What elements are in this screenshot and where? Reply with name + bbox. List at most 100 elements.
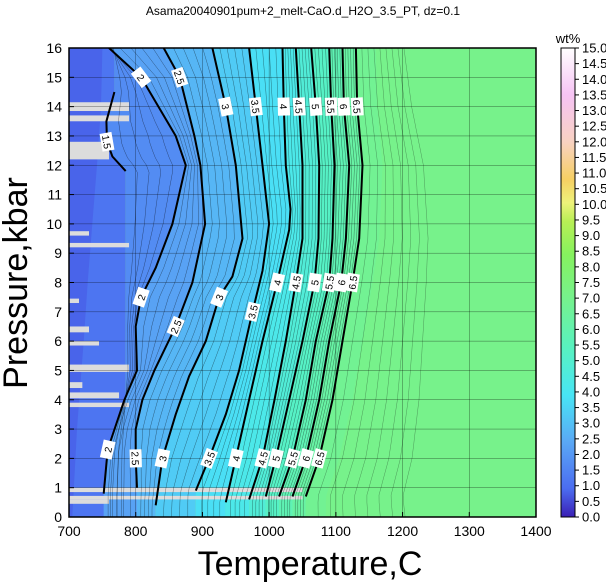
y-tick-label: 10	[46, 216, 62, 232]
contour-label-text: 3.5	[247, 304, 261, 320]
contour-label: 2	[132, 286, 150, 308]
contour-label-text: 3	[214, 293, 226, 303]
contour-label-text: 6	[337, 104, 348, 111]
y-tick-label: 12	[46, 157, 62, 173]
contour-label-text: 3	[158, 454, 170, 462]
contour-label: 6.5	[350, 97, 364, 116]
colorbar-tick-label: 5.5	[582, 338, 600, 353]
colorbar-tick-label: 3.0	[582, 416, 600, 431]
colorbar-tick-label: 15.0	[582, 41, 606, 56]
contour-label-text: 4	[273, 278, 285, 286]
contour-line	[102, 48, 187, 494]
contour-label-bg	[200, 447, 218, 469]
blank-streak	[69, 141, 110, 160]
contour-line	[194, 48, 271, 491]
contour-labels: 1.52222.52.52.53333.53.53.54444.54.54.55…	[99, 66, 364, 469]
y-tick-label: 9	[54, 245, 62, 261]
contour-label-bg	[154, 448, 171, 469]
contour-label-text: 2	[136, 293, 148, 302]
contour-label-bg	[345, 272, 360, 293]
axis-ticks: 700 800 900 1000 1100 1200 1300 140001234567891…	[46, 40, 551, 539]
colorbar-tick-label: 9.0	[582, 228, 600, 243]
colorbar-tick-label: 1.5	[582, 463, 600, 478]
y-tick-label: 5	[54, 362, 62, 378]
contour-label-bg	[129, 449, 142, 468]
y-tick-label: 1	[54, 480, 62, 496]
contour-label-bg	[284, 448, 301, 469]
contour-label: 2	[99, 439, 116, 460]
contour-label-text: 4.5	[291, 275, 304, 291]
contour-label: 5	[307, 272, 322, 293]
contour-label-bg	[132, 286, 150, 308]
colorbar-tick-label: 10.0	[582, 197, 606, 212]
contour-line	[134, 48, 207, 488]
contour-label: 4	[227, 448, 244, 469]
colorbar-tick-label: 9.5	[582, 212, 600, 227]
contour-label-bg	[244, 301, 261, 322]
contour-label: 2.5	[129, 449, 142, 468]
contour-label-text: 6	[337, 279, 349, 287]
contour-label-text: 1.5	[99, 134, 112, 150]
colorbar-tick-label: 12.5	[582, 119, 606, 134]
contour-label-text: 4	[277, 104, 288, 110]
y-tick-label: 13	[46, 128, 62, 144]
contour-label: 6.5	[345, 272, 361, 293]
x-tick-label: 900	[191, 523, 215, 539]
y-tick-label: 0	[54, 509, 62, 525]
blank-streak	[69, 487, 303, 493]
contour-label-text: 5.5	[324, 275, 337, 291]
contour-label-bg	[321, 272, 337, 293]
contour-label: 6	[337, 97, 351, 116]
blank-streak	[69, 341, 100, 346]
blank-streak	[69, 364, 130, 372]
contour-label: 6.5	[311, 448, 328, 469]
contour-label-bg	[277, 97, 291, 116]
contour-label-bg	[248, 96, 263, 117]
contour-label-text: 3	[218, 103, 230, 111]
y-tick-label: 11	[47, 187, 62, 203]
colorbar-tick-label: 13.5	[582, 87, 606, 102]
contour-label-bg	[333, 272, 349, 293]
y-tick-label: 6	[54, 333, 62, 349]
contour-label-text: 5	[271, 454, 283, 462]
contour-label-bg	[309, 97, 323, 116]
contour-label: 4.5	[288, 272, 304, 293]
contour-label-bg	[254, 448, 271, 469]
contour-label-bg	[324, 97, 338, 116]
contour-label-bg	[350, 97, 364, 116]
contour-label-text: 4.5	[292, 99, 304, 114]
colorbar-tick-label: 1.0	[582, 478, 600, 493]
contour-label-text: 2.5	[169, 318, 185, 336]
contour-label-text: 6.5	[350, 99, 362, 114]
plot-area: 1.52222.52.52.53333.53.53.54444.54.54.55…	[69, 48, 536, 517]
colorbar-tick-label: 2.5	[582, 431, 600, 446]
contour-label: 2	[130, 66, 152, 89]
colorbar-ticks: 0.00.51.01.52.02.53.03.54.04.55.05.56.06…	[575, 41, 606, 525]
contour-label: 4.5	[254, 448, 271, 469]
contour-label-text: 6	[301, 454, 313, 463]
contour-label-bg	[269, 272, 286, 293]
contour-line	[224, 48, 292, 503]
contour-label: 6	[333, 272, 349, 293]
colorbar-tick-label: 14.5	[582, 56, 606, 71]
contour-label: 2.5	[166, 315, 185, 338]
colorbar-tick-label: 10.5	[582, 181, 606, 196]
contour-label: 5.5	[321, 272, 337, 293]
contour-label: 3.5	[248, 96, 263, 117]
contour-label-text: 5.5	[287, 450, 301, 467]
blank-streak	[69, 115, 130, 122]
contour-label-text: 2.5	[171, 69, 186, 86]
contour-label-text: 2	[134, 73, 146, 84]
colorbar-tick-label: 11.0	[582, 166, 606, 181]
contour-label-bg	[171, 66, 189, 88]
contour-label-bg	[267, 448, 284, 469]
x-tick-label: 1100	[321, 523, 351, 539]
contour-label-bg	[292, 97, 306, 116]
contour-label: 3.5	[200, 447, 218, 469]
blank-streak	[69, 231, 90, 236]
y-axis-label: Pressure,kbar	[0, 177, 35, 389]
contour-label: 3.5	[244, 301, 261, 322]
contour-label-text: 5.5	[324, 99, 336, 114]
y-tick-label: 8	[54, 275, 62, 291]
